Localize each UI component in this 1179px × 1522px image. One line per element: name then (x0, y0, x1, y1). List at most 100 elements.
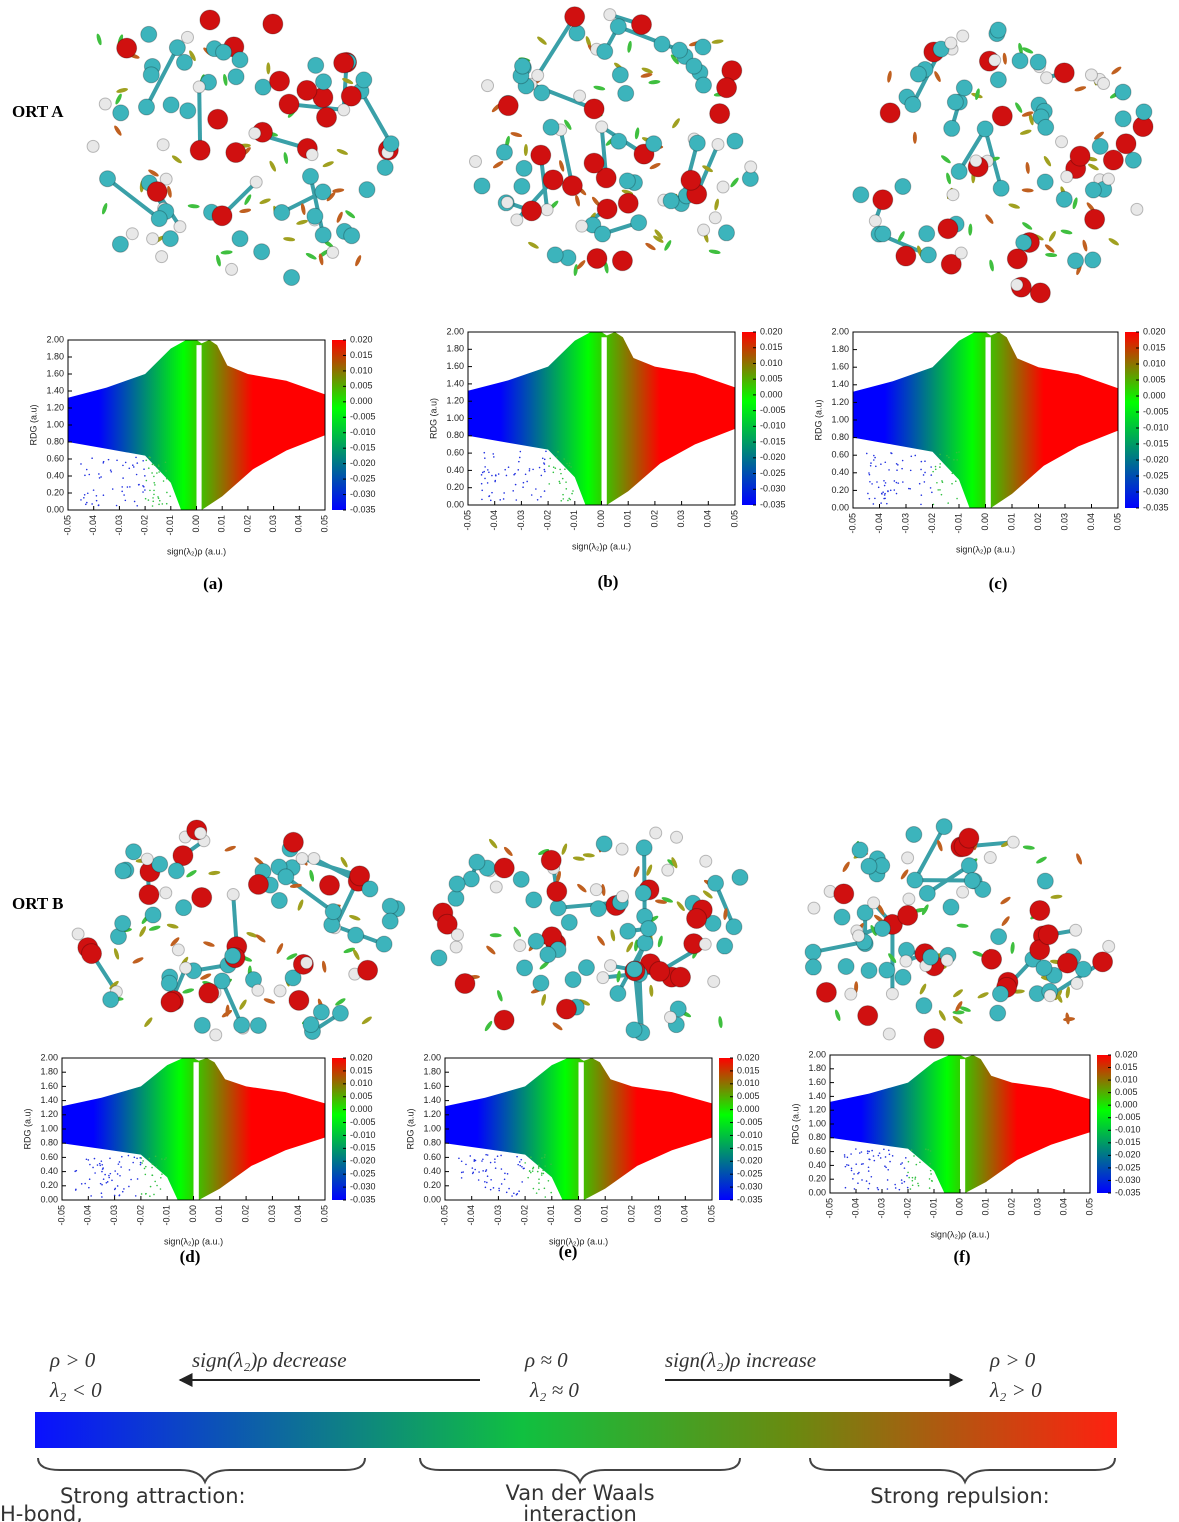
cloud-dot (153, 490, 155, 492)
cloud-dot (155, 1166, 157, 1168)
x-tick-label: -0.05 (62, 515, 72, 536)
cloud-dot (530, 1156, 532, 1158)
atom (712, 138, 724, 150)
nci-isosurface (1014, 101, 1024, 113)
cloud-dot (517, 469, 519, 471)
cloud-dot (158, 464, 160, 466)
nci-isosurface (354, 254, 363, 267)
y-tick-label: 1.00 (40, 1123, 58, 1133)
cloud-dot (876, 481, 878, 483)
atom (147, 233, 159, 245)
x-tick-label: 0.01 (1006, 513, 1016, 531)
y-tick-label: 1.60 (46, 368, 64, 378)
atom (1116, 134, 1136, 154)
atom (522, 201, 542, 221)
cloud-dot (890, 452, 892, 454)
atom (307, 208, 323, 224)
atom (112, 236, 128, 252)
nci-isosurface (352, 948, 361, 960)
cloud-dot (567, 500, 569, 502)
atom (516, 160, 532, 176)
nci-isosurface (645, 864, 653, 877)
atom (533, 975, 549, 991)
atom (718, 225, 734, 241)
atom (515, 58, 531, 74)
cloud-dot (901, 468, 903, 470)
x-tick-label: 0.03 (676, 510, 686, 528)
cloud-dot (483, 452, 485, 454)
cloud-dot (151, 1167, 153, 1169)
atom (382, 898, 398, 914)
rdg-plot: -0.05-0.04-0.03-0.02-0.010.000.010.020.0… (22, 1052, 375, 1266)
atom (919, 885, 935, 901)
cloud-dot (893, 489, 895, 491)
nci-isosurface (296, 219, 309, 226)
nci-isosurface (138, 925, 147, 937)
atom (126, 844, 142, 860)
atom (717, 938, 733, 954)
cloud-dot (518, 1190, 520, 1192)
colorbar-tick-label: -0.030 (1115, 1175, 1141, 1185)
colorbar (719, 1058, 733, 1200)
atom (873, 190, 893, 210)
atom (964, 873, 980, 889)
cloud-dot (529, 468, 531, 470)
nci-isosurface (988, 259, 994, 272)
cloud-dot (101, 1196, 103, 1198)
cloud-dot (912, 1184, 914, 1186)
cloud-dot (855, 1148, 857, 1150)
cloud-dot (122, 477, 124, 479)
cloud-dot (507, 1173, 509, 1175)
cloud-dot (493, 1187, 495, 1189)
bond (361, 91, 391, 144)
cloud-dot (86, 469, 88, 471)
atom (382, 913, 398, 929)
atom (541, 850, 561, 870)
cloud-dot (562, 494, 564, 496)
atom (319, 875, 339, 895)
x-tick-label: 0.03 (653, 1205, 663, 1223)
atom (279, 94, 299, 114)
atom (900, 955, 912, 967)
cloud-dot (101, 1164, 103, 1166)
cloud-dot (498, 1188, 500, 1190)
rdg-plot: -0.05-0.04-0.03-0.02-0.010.000.010.020.0… (28, 334, 375, 593)
cloud-dot (461, 1172, 463, 1174)
cloud-dot (134, 1156, 136, 1158)
atom (898, 905, 918, 925)
cloud-dot (544, 1154, 546, 1156)
atom (377, 159, 393, 175)
legend-text: λ₂ > 0 (989, 1378, 1042, 1402)
nci-isosurface (263, 997, 276, 1005)
rdg-plot: -0.05-0.04-0.03-0.02-0.010.000.010.020.0… (813, 326, 1168, 593)
x-axis-label: sign(λ₂)ρ (a.u.) (956, 544, 1015, 554)
cloud-dot (121, 491, 123, 493)
cloud-dot (555, 467, 557, 469)
y-tick-label: 1.40 (40, 1095, 58, 1105)
y-tick-label: 1.20 (831, 397, 849, 407)
colorbar-tick-label: 0.005 (350, 1091, 373, 1101)
x-tick-label: 0.05 (1112, 513, 1122, 531)
x-tick-label: -0.05 (847, 513, 857, 534)
atom (990, 72, 1006, 88)
nci-isosurface (663, 239, 673, 251)
nci-isosurface (649, 985, 654, 997)
cloud-dot (844, 1156, 846, 1158)
atom (226, 263, 238, 275)
atom (709, 212, 721, 224)
cloud-dot (899, 1189, 901, 1191)
cloud-dot (165, 470, 167, 472)
legend-text: ρ ≈ 0 (524, 1348, 568, 1372)
atom (990, 1005, 1006, 1021)
cloud-dot (501, 1168, 503, 1170)
atom (216, 44, 232, 60)
cloud-dot (882, 491, 884, 493)
colorbar-tick-label: -0.015 (760, 436, 786, 446)
atom (543, 119, 559, 135)
nci-isosurface (344, 209, 356, 219)
cloud-dot (120, 1166, 122, 1168)
cloud-dot (553, 472, 555, 474)
cloud-dot (568, 465, 570, 467)
rdg-plot: -0.05-0.04-0.03-0.02-0.010.000.010.020.0… (405, 1052, 762, 1261)
cloud-dot (947, 502, 949, 504)
